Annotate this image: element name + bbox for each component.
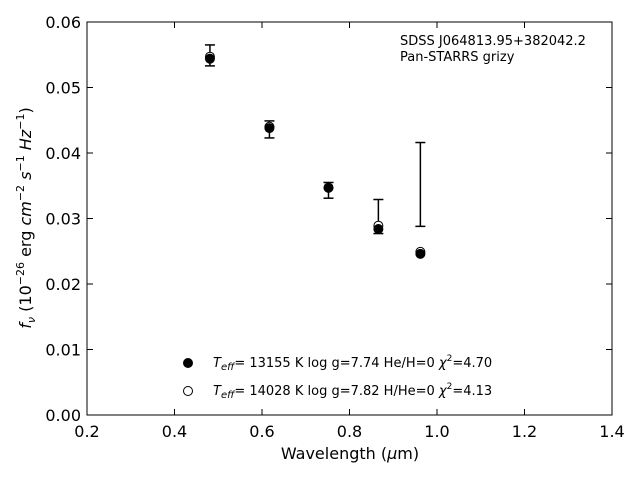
x-tick-label: 0.6 bbox=[249, 422, 274, 441]
y-tick-label: 0.05 bbox=[45, 79, 81, 98]
x-tick-label: 0.8 bbox=[337, 422, 362, 441]
y-tick-label: 0.03 bbox=[45, 210, 81, 229]
legend-entry-2: Teff= 14028 K log g=7.82 H/He=0 χ2=4.13 bbox=[213, 382, 492, 401]
x-tick-label: 1.0 bbox=[424, 422, 449, 441]
x-tick-label: 1.2 bbox=[512, 422, 537, 441]
y-tick-label: 0.06 bbox=[45, 13, 81, 32]
legend-entry-1: Teff= 13155 K log g=7.74 He/H=0 χ2=4.70 bbox=[213, 354, 492, 373]
observed-errorbars bbox=[204, 44, 426, 235]
legend-marker-filled bbox=[183, 358, 193, 368]
y-tick-label: 0.02 bbox=[45, 275, 81, 294]
data-point-filled bbox=[373, 223, 384, 234]
errorbar bbox=[415, 141, 426, 228]
data-point-filled bbox=[204, 53, 215, 64]
x-tick-label: 1.4 bbox=[599, 422, 624, 441]
data-point-filled bbox=[323, 182, 334, 193]
axis-ticks bbox=[86, 21, 613, 416]
legend-marker-open bbox=[183, 386, 193, 396]
y-tick-label: 0.01 bbox=[45, 341, 81, 360]
object-name-annotation: SDSS J064813.95+382042.2 bbox=[400, 34, 586, 49]
y-tick-label: 0.04 bbox=[45, 144, 81, 163]
axis-tick-labels: 0.2 0.4 0.6 0.8 1.0 1.2 1.4 0.00 0.01 0.02 0.03 0.0… bbox=[45, 13, 624, 441]
y-tick-label: 0.00 bbox=[45, 406, 81, 425]
x-axis-title: Wavelength (μm) bbox=[281, 444, 419, 463]
survey-annotation: Pan-STARRS grizy bbox=[400, 50, 515, 65]
y-axis-title: fν (10−26 erg cm−2 s−1 Hz−1) bbox=[14, 107, 38, 328]
data-point-filled bbox=[264, 123, 275, 134]
legend: Teff= 13155 K log g=7.74 He/H=0 χ2=4.70 … bbox=[183, 354, 492, 401]
x-tick-label: 0.2 bbox=[74, 422, 99, 441]
data-point-filled bbox=[415, 248, 426, 259]
model-points bbox=[204, 51, 426, 259]
x-tick-label: 0.4 bbox=[162, 422, 187, 441]
